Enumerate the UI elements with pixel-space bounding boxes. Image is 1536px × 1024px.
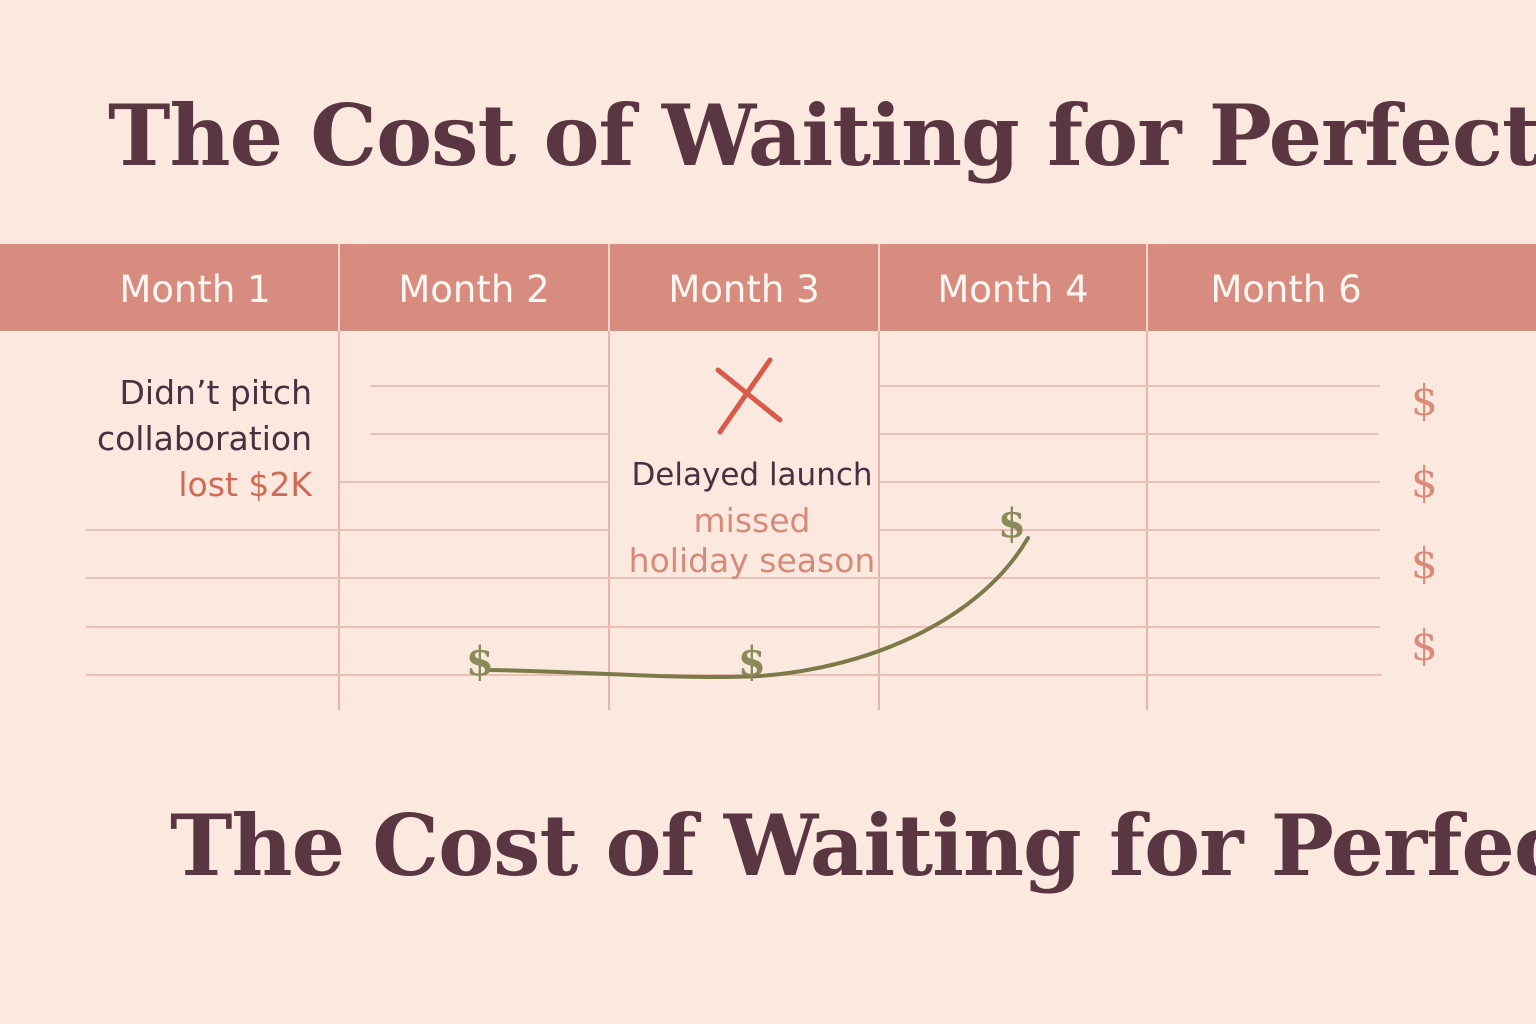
- note-line: missed: [693, 501, 811, 540]
- column-divider: [608, 244, 610, 331]
- page-subtitle: The Cost of Waiting for Perfect: [170, 796, 1536, 895]
- month1-note: Didn’t pitch collaboration lost $2K: [60, 370, 312, 508]
- note-line: Didn’t pitch: [119, 373, 312, 412]
- month-2-label: Month 2: [398, 268, 550, 311]
- dollar-icon: $: [1411, 621, 1438, 670]
- dollar-icon: $: [1411, 458, 1438, 507]
- loss-amount: lost $2K: [178, 465, 312, 504]
- growth-curve: [486, 536, 1030, 680]
- note-line: collaboration: [96, 419, 312, 458]
- column-divider: [1146, 244, 1148, 331]
- dollar-icon: $: [1411, 376, 1438, 425]
- month-3-label: Month 3: [668, 268, 820, 311]
- month3-note: Delayed launch missed holiday season: [612, 452, 892, 580]
- column-divider: [338, 244, 340, 331]
- column-divider: [878, 244, 880, 331]
- dollar-icon: $: [998, 500, 1026, 547]
- dollar-icon: $: [1411, 539, 1438, 588]
- cross-icon: [715, 357, 783, 435]
- dollar-icon: $: [466, 638, 494, 685]
- month-4-label: Month 4: [937, 268, 1089, 311]
- note-line: Delayed launch: [631, 457, 873, 493]
- note-line: holiday season: [628, 541, 876, 580]
- month-1-label: Month 1: [119, 268, 271, 311]
- dollar-icon: $: [738, 638, 766, 685]
- page-title: The Cost of Waiting for Perfect: [108, 86, 1536, 185]
- month-header-bar: Month 1 Month 2 Month 3 Month 4 Month 6: [0, 244, 1536, 331]
- month-6-label: Month 6: [1210, 268, 1362, 311]
